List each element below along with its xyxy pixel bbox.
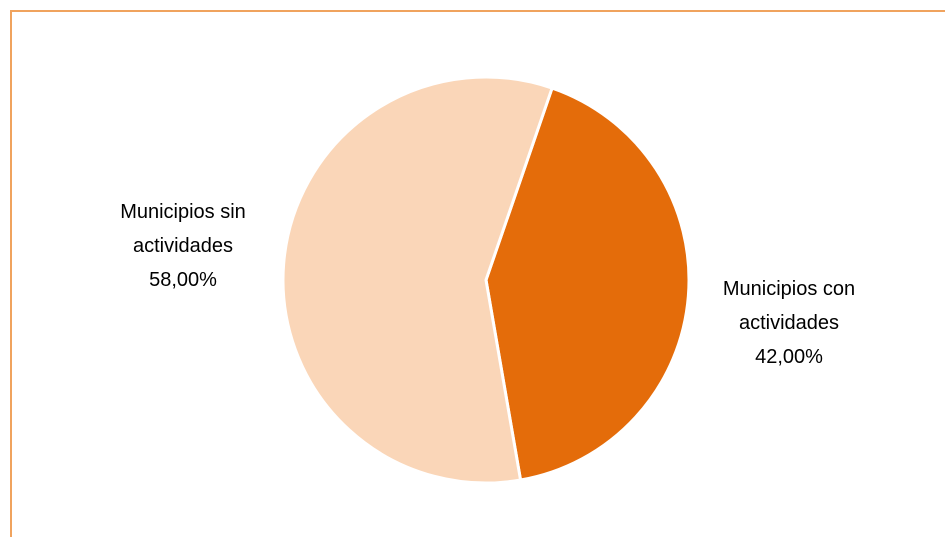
- slice-label-sin-line1: Municipios sin: [120, 201, 246, 223]
- slice-value-sin: 58,00%: [149, 269, 217, 291]
- slice-label-sin-line2: actividades: [133, 235, 233, 257]
- slice-label-con-line2: actividades: [739, 312, 839, 334]
- pie-slice-sin-actividades: [281, 75, 554, 485]
- pie-slice-con-actividades: [484, 86, 691, 482]
- slice-label-con-line1: Municipios con: [723, 278, 855, 300]
- pie-slices: [281, 75, 691, 485]
- slice-value-con: 42,00%: [755, 346, 823, 368]
